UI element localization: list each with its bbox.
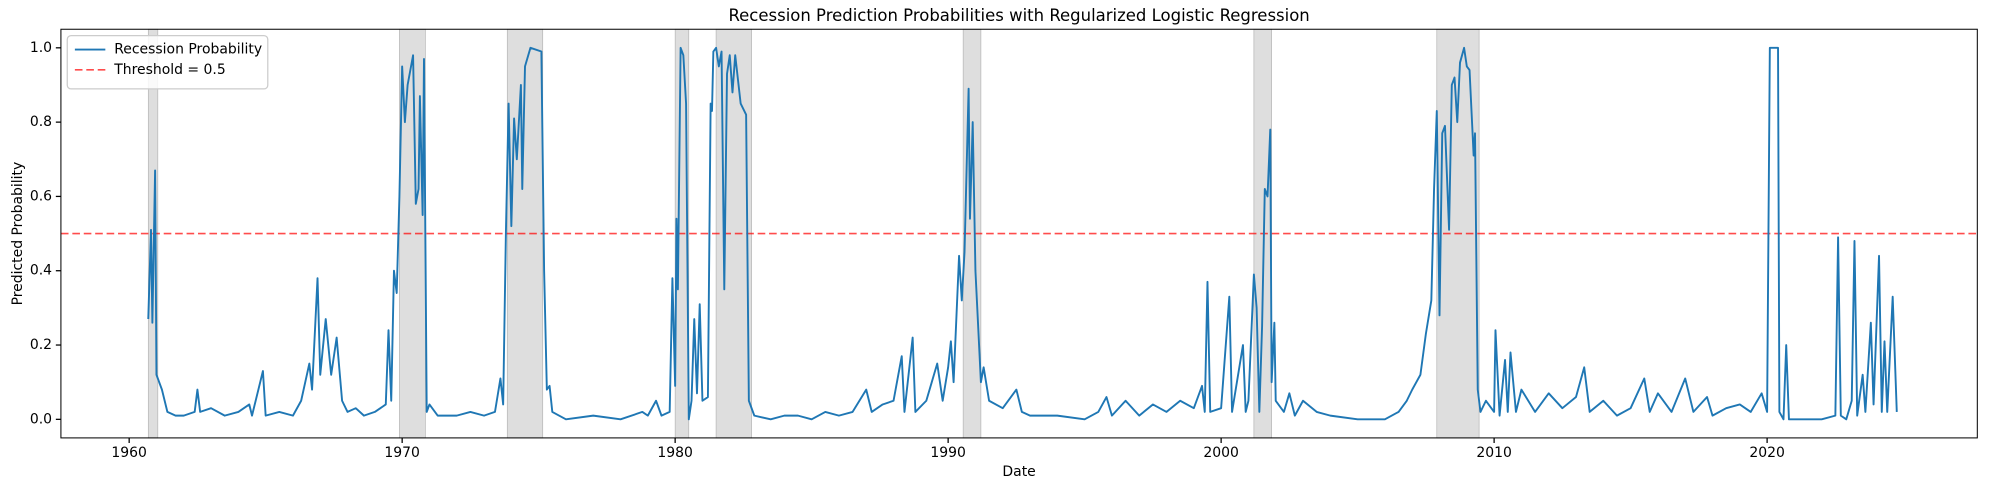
- y-axis-label: Predicted Probability: [10, 162, 26, 306]
- x-tick-label: 1970: [384, 445, 420, 461]
- series-line: [147, 46, 1898, 421]
- plot-frame: [60, 28, 1978, 439]
- x-tick-label: 2010: [1476, 445, 1512, 461]
- legend-label: Recession Probability: [114, 42, 262, 58]
- y-tick-label: 1.0: [30, 40, 52, 56]
- y-tick-label: 0.2: [30, 337, 52, 353]
- chart-title: Recession Prediction Probabilities with …: [728, 6, 1309, 25]
- legend-label: Threshold = 0.5: [113, 62, 226, 78]
- x-tick-label: 2020: [1749, 445, 1785, 461]
- y-tick-label: 0.0: [30, 411, 52, 427]
- y-tick-label: 0.8: [30, 114, 52, 130]
- x-tick-label: 1990: [930, 445, 966, 461]
- x-tick-label: 1980: [657, 445, 693, 461]
- y-tick-label: 0.6: [30, 188, 52, 204]
- x-tick-label: 2000: [1203, 445, 1239, 461]
- y-tick-label: 0.4: [30, 263, 52, 279]
- x-tick-label: 1960: [111, 445, 147, 461]
- x-axis-label: Date: [1002, 464, 1035, 480]
- legend-box: [66, 34, 269, 90]
